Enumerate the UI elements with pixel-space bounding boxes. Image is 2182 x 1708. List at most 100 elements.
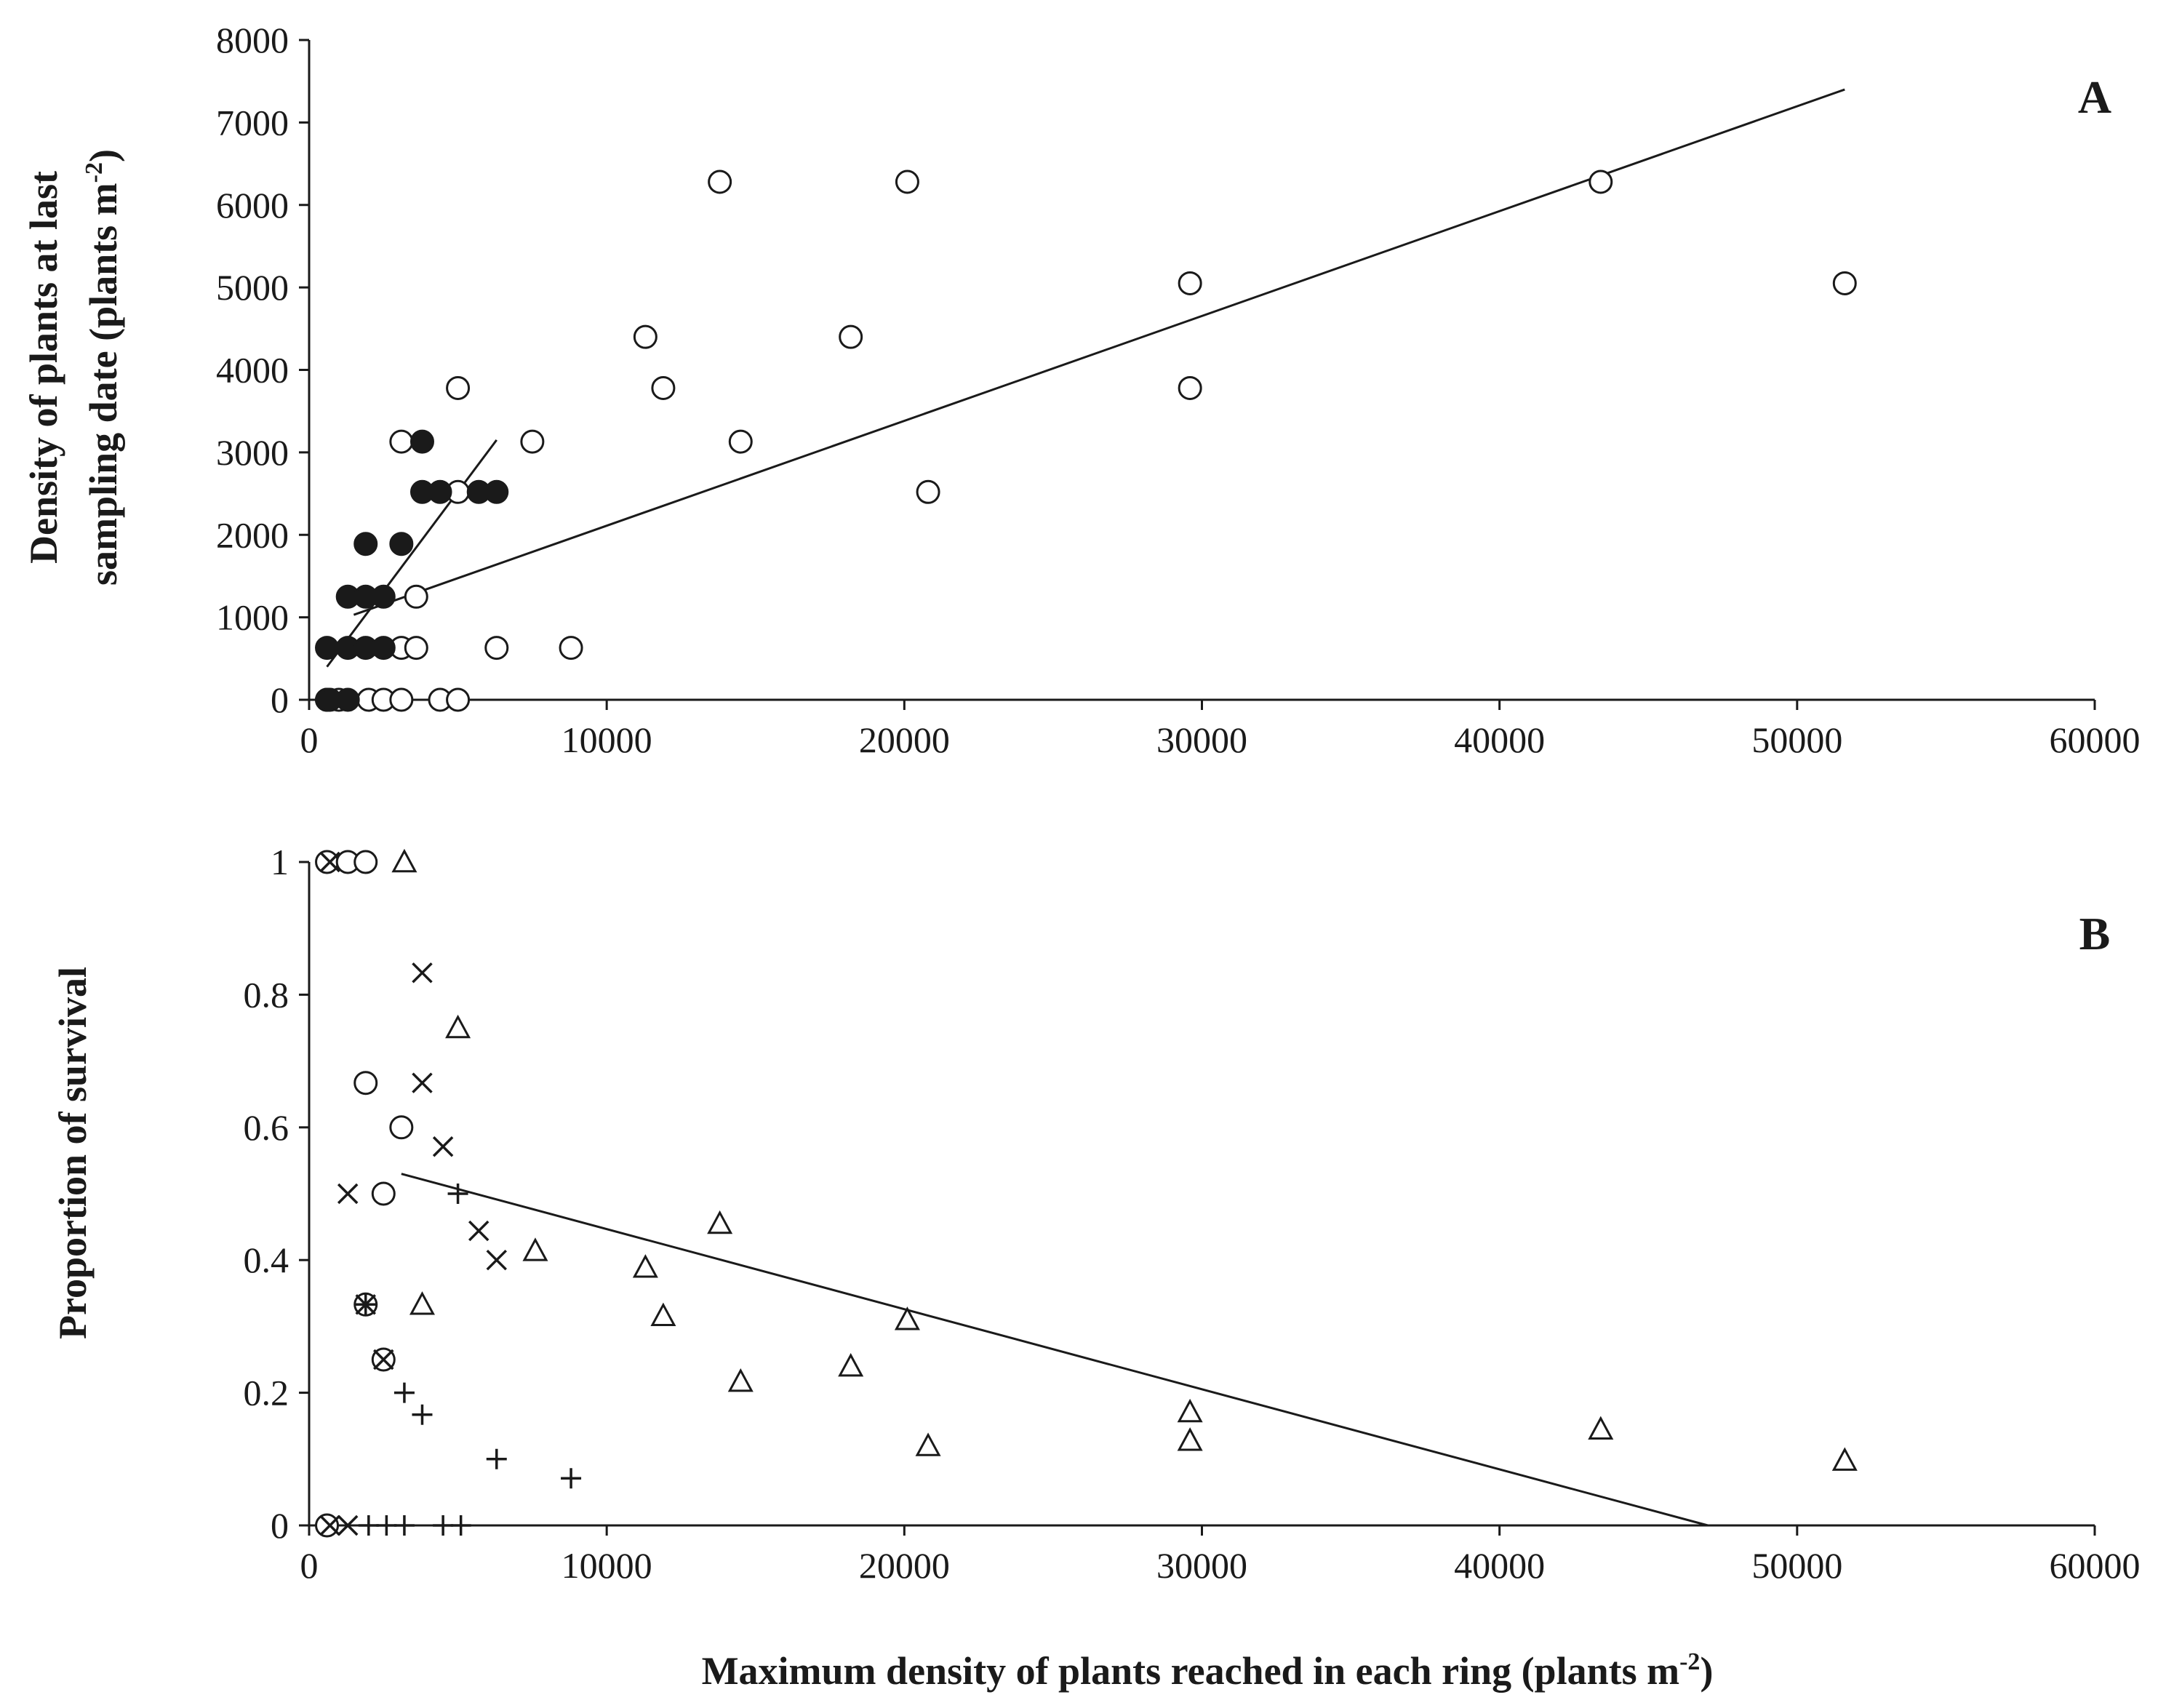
panel-b-point-triangle bbox=[1831, 1447, 1858, 1471]
panel-a-point-filled-circle bbox=[409, 429, 434, 454]
panel-b-point-x bbox=[319, 851, 340, 873]
panel-a-point-open-circle bbox=[404, 636, 428, 661]
panel-b-point-triangle bbox=[1588, 1416, 1614, 1440]
panel-a-ylabel-line1: Density of plants at last bbox=[22, 171, 65, 564]
panel-a-ylabel-line2: sampling date (plants m-2) bbox=[81, 149, 125, 586]
panel-a-x-tick-label: 0 bbox=[300, 719, 319, 760]
panel-a-y-tick-label: 7000 bbox=[216, 102, 289, 143]
panel-b-x-tick-label: 50000 bbox=[1751, 1545, 1842, 1586]
panel-a-point-open-circle bbox=[839, 324, 863, 349]
panel-a-point-open-circle bbox=[651, 375, 676, 400]
panel-b-point-triangle bbox=[632, 1254, 658, 1278]
panel-b-x-tick-label: 60000 bbox=[2050, 1545, 2141, 1586]
panel-b-letter: B bbox=[2079, 908, 2111, 959]
panel-b-point-plus bbox=[393, 1382, 415, 1403]
panel-a-y-tick-label: 3000 bbox=[216, 432, 289, 473]
panel-b-point-plus bbox=[433, 1515, 454, 1536]
panel-b-x-tick-label: 20000 bbox=[859, 1545, 950, 1586]
panel-a-y-tick-label: 2000 bbox=[216, 514, 289, 555]
panel-b-point-plus bbox=[447, 1184, 468, 1204]
panel-a-y-tick-label: 1000 bbox=[216, 597, 289, 638]
panel-a-point-filled-circle bbox=[389, 532, 414, 556]
panel-a-point-open-circle bbox=[446, 687, 471, 712]
panel-b-ylabel: Proportion of survival bbox=[51, 967, 95, 1339]
panel-b-x-tick-label: 30000 bbox=[1156, 1545, 1247, 1586]
panel-b-point-x bbox=[486, 1249, 508, 1271]
panel-b-points bbox=[315, 848, 1858, 1538]
panel-a-y-tick-label: 8000 bbox=[216, 20, 289, 60]
panel-b-point-triangle bbox=[391, 848, 417, 873]
panel-b-trendline bbox=[401, 1173, 1709, 1527]
panel-b-axes: 0 10000 20000 30000 40000 50000 60000 0 0.2 0.4 0.… bbox=[244, 842, 2141, 1586]
panel-a-points bbox=[315, 169, 1857, 712]
panel-b-point-x bbox=[412, 1072, 433, 1093]
panel-a-point-open-circle bbox=[1832, 271, 1857, 295]
panel-b-point-triangle bbox=[1177, 1427, 1203, 1451]
panel-b-point-triangle bbox=[707, 1210, 733, 1234]
panel-b-point-open-circle bbox=[371, 1181, 396, 1206]
panel-b-point-triangle bbox=[727, 1368, 754, 1392]
panel-a-x-tick-label: 40000 bbox=[1454, 719, 1545, 760]
panel-b-x-tick-label: 10000 bbox=[562, 1545, 652, 1586]
panel-b-point-plus bbox=[358, 1515, 379, 1536]
panel-b-y-tick-label: 0.6 bbox=[244, 1107, 289, 1148]
panel-b-x-tick-label: 0 bbox=[300, 1545, 319, 1586]
panel-a-point-open-circle bbox=[446, 375, 471, 400]
panel-a-point-open-circle bbox=[895, 169, 919, 194]
panel-a-y-tick-label: 0 bbox=[271, 679, 289, 720]
panel-b-point-plus bbox=[486, 1448, 507, 1469]
panel-b-point-triangle bbox=[409, 1291, 435, 1315]
panel-b-point-triangle bbox=[915, 1432, 941, 1456]
panel-b-point-x bbox=[432, 1136, 454, 1157]
panel-b: 0 10000 20000 30000 40000 50000 60000 0 0.2 0.4 0.… bbox=[51, 842, 2141, 1693]
panel-a-x-tick-label: 20000 bbox=[859, 719, 950, 760]
panel-a-point-filled-circle bbox=[371, 584, 396, 609]
panel-a-point-open-circle bbox=[404, 584, 428, 609]
panel-b-trendlines bbox=[401, 1173, 1709, 1527]
panel-a: 0 10000 20000 30000 40000 50000 60000 0 1000 2000… bbox=[22, 20, 2141, 760]
panel-a-point-open-circle bbox=[484, 636, 509, 661]
panel-b-point-triangle bbox=[838, 1352, 864, 1377]
panel-a-point-open-circle bbox=[1588, 169, 1613, 194]
panel-a-point-open-circle bbox=[1178, 271, 1202, 295]
panel-b-point-plus bbox=[376, 1515, 397, 1536]
panel-a-point-open-circle bbox=[633, 324, 658, 349]
panel-b-point-x bbox=[337, 1515, 359, 1536]
panel-b-point-x bbox=[468, 1220, 489, 1242]
panel-b-point-plus bbox=[393, 1515, 415, 1536]
panel-a-point-open-circle bbox=[708, 169, 732, 194]
panel-a-point-open-circle bbox=[389, 687, 414, 712]
panel-a-point-filled-circle bbox=[353, 532, 378, 556]
panel-a-point-open-circle bbox=[916, 479, 940, 504]
panel-a-point-open-circle bbox=[728, 429, 753, 454]
panel-a-y-tick-label: 6000 bbox=[216, 185, 289, 226]
panel-b-y-tick-label: 0.8 bbox=[244, 974, 289, 1015]
panel-b-y-tick-label: 0.4 bbox=[244, 1240, 289, 1280]
panel-a-x-tick-label: 30000 bbox=[1156, 719, 1247, 760]
panel-a-point-filled-circle bbox=[428, 479, 452, 504]
panel-b-y-tick-label: 0.2 bbox=[244, 1373, 289, 1413]
panel-a-x-tick-label: 60000 bbox=[2050, 719, 2141, 760]
panel-b-point-open-circle bbox=[315, 1513, 340, 1538]
panel-a-trendline bbox=[326, 439, 497, 668]
panel-a-y-tick-label: 5000 bbox=[216, 267, 289, 308]
panel-a-point-filled-circle bbox=[371, 636, 396, 661]
panel-b-point-x bbox=[337, 1183, 359, 1205]
panel-a-trendline bbox=[353, 88, 1845, 616]
panel-b-point-x bbox=[373, 1349, 394, 1370]
panel-a-point-filled-circle bbox=[484, 479, 509, 504]
panel-a-point-filled-circle bbox=[335, 687, 360, 712]
panel-b-point-plus bbox=[450, 1515, 471, 1536]
panel-a-axes: 0 10000 20000 30000 40000 50000 60000 0 1000 2000… bbox=[216, 20, 2141, 760]
panel-b-point-x bbox=[319, 1515, 340, 1536]
panel-a-point-open-circle bbox=[389, 429, 414, 454]
panel-a-point-open-circle bbox=[1178, 375, 1202, 400]
panel-b-x-tick-label: 40000 bbox=[1454, 1545, 1545, 1586]
panel-b-point-plus bbox=[561, 1468, 582, 1489]
panel-a-trendlines bbox=[326, 88, 1845, 668]
panel-b-point-triangle bbox=[445, 1014, 471, 1039]
panel-a-x-tick-label: 10000 bbox=[562, 719, 652, 760]
panel-b-point-triangle bbox=[650, 1302, 676, 1327]
panel-b-point-open-circle bbox=[389, 1115, 414, 1140]
